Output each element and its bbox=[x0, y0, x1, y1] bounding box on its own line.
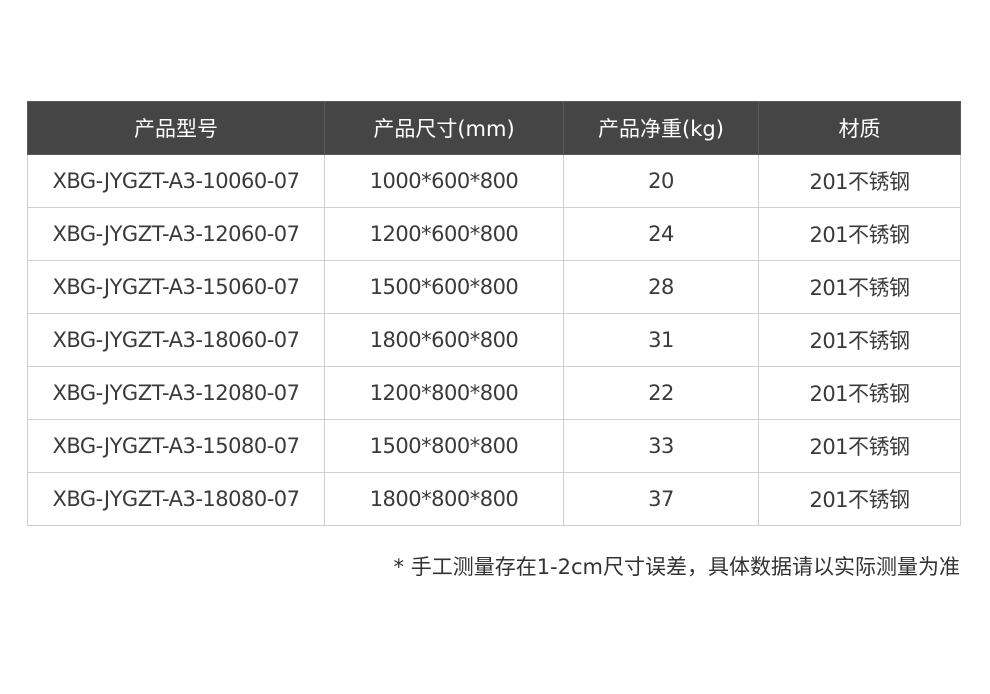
table-cell: XBG-JYGZT-A3-12080-07 bbox=[27, 366, 325, 420]
table-cell: 201不锈钢 bbox=[758, 260, 961, 314]
table-cell: 28 bbox=[563, 260, 759, 314]
table-cell: 33 bbox=[563, 419, 759, 473]
table-cell: XBG-JYGZT-A3-10060-07 bbox=[27, 154, 325, 208]
table-cell: 1000*600*800 bbox=[324, 154, 564, 208]
column-header: 产品型号 bbox=[27, 101, 325, 155]
column-header: 材质 bbox=[758, 101, 961, 155]
table-cell: 1200*600*800 bbox=[324, 207, 564, 261]
table-cell: 37 bbox=[563, 472, 759, 526]
column-header: 产品尺寸(mm) bbox=[324, 101, 564, 155]
table-cell: 24 bbox=[563, 207, 759, 261]
table-cell: 22 bbox=[563, 366, 759, 420]
table-cell: 20 bbox=[563, 154, 759, 208]
table-cell: 1800*600*800 bbox=[324, 313, 564, 367]
table-cell: XBG-JYGZT-A3-12060-07 bbox=[27, 207, 325, 261]
table-cell: XBG-JYGZT-A3-15060-07 bbox=[27, 260, 325, 314]
table-cell: 1800*800*800 bbox=[324, 472, 564, 526]
table-cell: XBG-JYGZT-A3-18060-07 bbox=[27, 313, 325, 367]
table-row: XBG-JYGZT-A3-15080-07 1500*800*800 33 201不锈… bbox=[27, 419, 961, 473]
table-cell: 1200*800*800 bbox=[324, 366, 564, 420]
table-row: XBG-JYGZT-A3-12080-07 1200*800*800 22 201不锈… bbox=[27, 366, 961, 420]
table-row: XBG-JYGZT-A3-15060-07 1500*600*800 28 201不锈… bbox=[27, 260, 961, 314]
table-cell: 201不锈钢 bbox=[758, 154, 961, 208]
table-row: XBG-JYGZT-A3-18080-07 1800*800*800 37 201不锈… bbox=[27, 472, 961, 526]
table-cell: 1500*600*800 bbox=[324, 260, 564, 314]
table-row: XBG-JYGZT-A3-18060-07 1800*600*800 31 201不锈… bbox=[27, 313, 961, 367]
table-row: XBG-JYGZT-A3-12060-07 1200*600*800 24 201不锈… bbox=[27, 207, 961, 261]
table-cell: 201不锈钢 bbox=[758, 207, 961, 261]
table-cell: 201不锈钢 bbox=[758, 472, 961, 526]
column-header: 产品净重(kg) bbox=[563, 101, 759, 155]
table-row: XBG-JYGZT-A3-10060-07 1000*600*800 20 201不锈… bbox=[27, 154, 961, 208]
table-cell: 201不锈钢 bbox=[758, 313, 961, 367]
table-header-row: 产品型号 产品尺寸(mm) 产品净重(kg) 材质 bbox=[27, 101, 961, 155]
table-cell: XBG-JYGZT-A3-18080-07 bbox=[27, 472, 325, 526]
table-cell: 201不锈钢 bbox=[758, 419, 961, 473]
spec-table: 产品型号 产品尺寸(mm) 产品净重(kg) 材质 XBG-JYGZT-A3-1006… bbox=[27, 101, 961, 526]
table-cell: 31 bbox=[563, 313, 759, 367]
table-cell: 1500*800*800 bbox=[324, 419, 564, 473]
measurement-note: * 手工测量存在1-2cm尺寸误差，具体数据请以实际测量为准 bbox=[393, 555, 960, 579]
table-cell: XBG-JYGZT-A3-15080-07 bbox=[27, 419, 325, 473]
table-cell: 201不锈钢 bbox=[758, 366, 961, 420]
